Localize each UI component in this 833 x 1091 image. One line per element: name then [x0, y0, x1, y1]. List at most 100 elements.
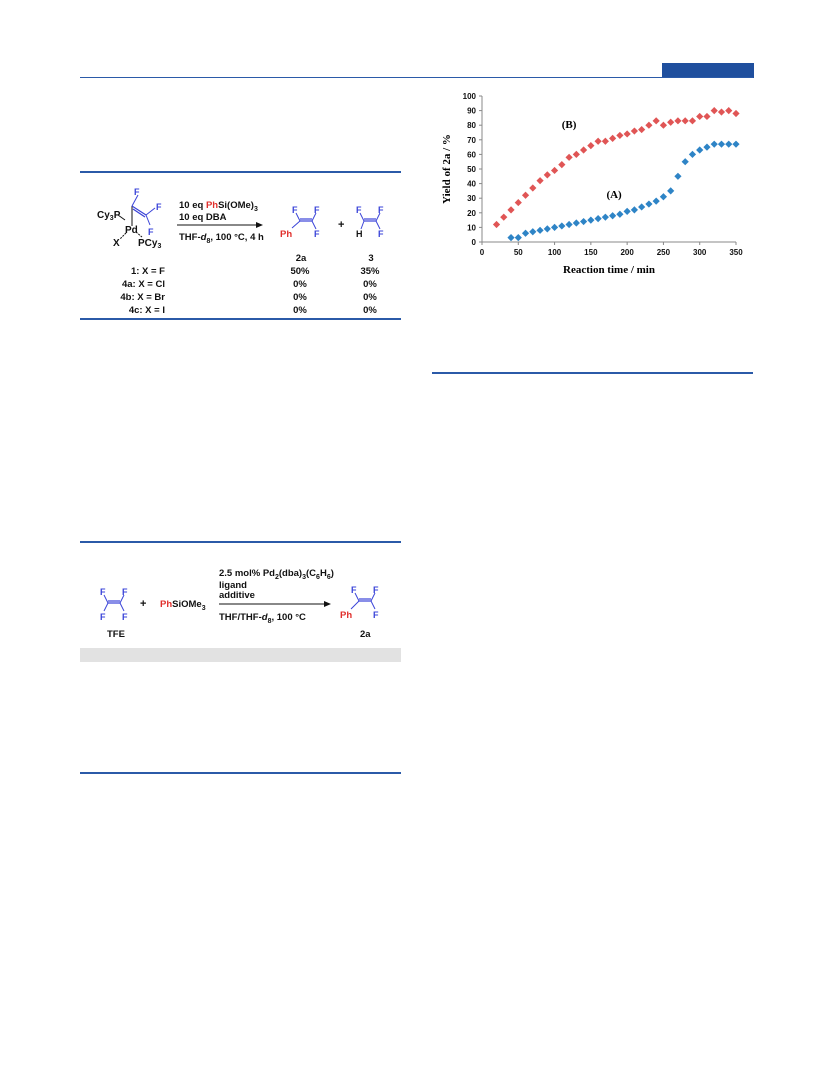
product-2a-structure	[350, 592, 376, 610]
series-a-point	[703, 143, 711, 151]
series-a-point	[630, 206, 638, 214]
yield-2a: 0%	[293, 305, 307, 316]
x-tick-label: 350	[729, 248, 743, 257]
series-b-point	[543, 171, 551, 179]
series-a-point	[609, 212, 617, 220]
col-header-2a: 2a	[295, 253, 307, 264]
series-a-point	[717, 140, 726, 148]
f-label: F	[292, 205, 298, 215]
table-header-bar	[80, 648, 401, 662]
yield-chart: 0 50 100 150 200 250 300 350 0 10 20 30 40 50 60 70 80 90…	[430, 84, 750, 284]
f-label: F	[156, 202, 162, 212]
y-tick-label: 30	[467, 194, 476, 203]
x-tick-label: 250	[657, 248, 671, 257]
scheme1-top-rule	[80, 171, 401, 173]
silane-reagent: PhSiOMe3	[160, 599, 206, 612]
series-b-point	[521, 191, 530, 199]
arrowhead	[256, 222, 263, 228]
series-a-point	[710, 140, 718, 148]
y-tick-label: 10	[467, 223, 476, 232]
series-a-point	[536, 226, 544, 234]
series-b-point	[580, 146, 588, 154]
f-label: F	[356, 205, 362, 215]
series-a-point	[638, 203, 646, 211]
series-a-point	[594, 215, 602, 223]
series-b-annotation: (B)	[562, 119, 577, 131]
cy3p-label: Cy3P	[97, 210, 121, 222]
f-label: F	[373, 610, 379, 620]
row-label: 4a: X = Cl	[121, 279, 165, 290]
chart-svg: 0 50 100 150 200 250 300 350 0 10 20 30 40 50 60 70 80 90…	[441, 92, 744, 276]
y-axis-label: Yield of 2a / %	[441, 134, 453, 204]
series-b-point	[500, 213, 508, 221]
f-label: F	[148, 227, 154, 237]
f-label: F	[378, 205, 384, 215]
product-label-2a: 2a	[360, 629, 371, 640]
series-b-point	[623, 130, 631, 138]
ligand-line: ligand	[219, 580, 247, 591]
y-tick-label: 50	[467, 165, 476, 174]
y-tick-label: 0	[472, 238, 477, 247]
series-a-point	[558, 222, 566, 230]
series-a-point	[696, 146, 704, 154]
yield-3: 0%	[363, 279, 377, 290]
f-label: F	[314, 205, 320, 215]
chart-marks	[492, 107, 740, 242]
additive-line: additive	[219, 590, 255, 601]
series-b-point	[667, 118, 675, 126]
arrowhead	[324, 601, 331, 607]
series-a-point	[521, 229, 530, 237]
scheme2: F F F F F F F Ph TFE + PhSiOMe3 2.5 mol%…	[80, 543, 401, 648]
tfe-structure	[103, 594, 125, 612]
f-label: F	[378, 229, 384, 239]
y-tick-label: 80	[467, 121, 476, 130]
series-a-point	[550, 223, 559, 231]
h-label: H	[356, 229, 363, 239]
pd-complex	[117, 194, 156, 240]
f-label: F	[122, 587, 128, 597]
f-label: F	[122, 612, 128, 622]
series-b-point	[674, 117, 682, 125]
series-b-point	[616, 131, 624, 140]
series-b-point	[638, 125, 646, 134]
series-b-point	[681, 117, 689, 125]
yield-3: 35%	[360, 266, 380, 277]
ph-label: Ph	[340, 610, 352, 621]
series-a-point	[652, 197, 660, 205]
series-a-point	[674, 172, 682, 180]
y-tick-label: 70	[467, 136, 476, 145]
y-tick-label: 60	[467, 150, 476, 159]
series-b-point	[514, 198, 522, 207]
series-a-point	[659, 193, 668, 201]
chart-axes: 0 50 100 150 200 250 300 350 0 10 20 30 40 50 60 70 80 90…	[463, 92, 744, 257]
journal-header-line	[80, 77, 753, 78]
x-tick-label: 100	[548, 248, 562, 257]
y-tick-label: 90	[467, 107, 476, 116]
ph-label: Ph	[280, 229, 292, 240]
scheme1: Cy3P Pd X PCy3 F F F F F F Ph +	[80, 173, 401, 318]
series-b-point	[645, 121, 653, 129]
series-a-point	[667, 187, 675, 195]
series-a-point	[507, 234, 515, 242]
conditions-line: THF-d8, 100 °C, 4 h	[179, 232, 264, 245]
col-header-3: 3	[368, 253, 374, 264]
series-b-point	[725, 107, 733, 115]
series-a-point	[565, 220, 573, 229]
row-label: 1: X = F	[130, 266, 165, 277]
yield-3: 0%	[363, 292, 377, 303]
pcy3-label: PCy3	[138, 238, 161, 250]
plus-sign: +	[140, 598, 147, 610]
series-a-point	[601, 213, 609, 221]
product-2a-structure	[291, 212, 317, 230]
x-tick-label: 300	[693, 248, 707, 257]
reagent-line-2: 10 eq DBA	[179, 212, 227, 223]
pd-label: Pd	[125, 225, 138, 236]
f-label: F	[100, 587, 106, 597]
journal-header-block	[662, 63, 754, 78]
x-tick-label: 150	[584, 248, 598, 257]
series-a-point	[725, 140, 733, 148]
series-a-point	[616, 210, 624, 218]
series-a-point	[580, 217, 588, 226]
series-b-point	[601, 137, 609, 145]
series-b-point	[652, 117, 660, 125]
